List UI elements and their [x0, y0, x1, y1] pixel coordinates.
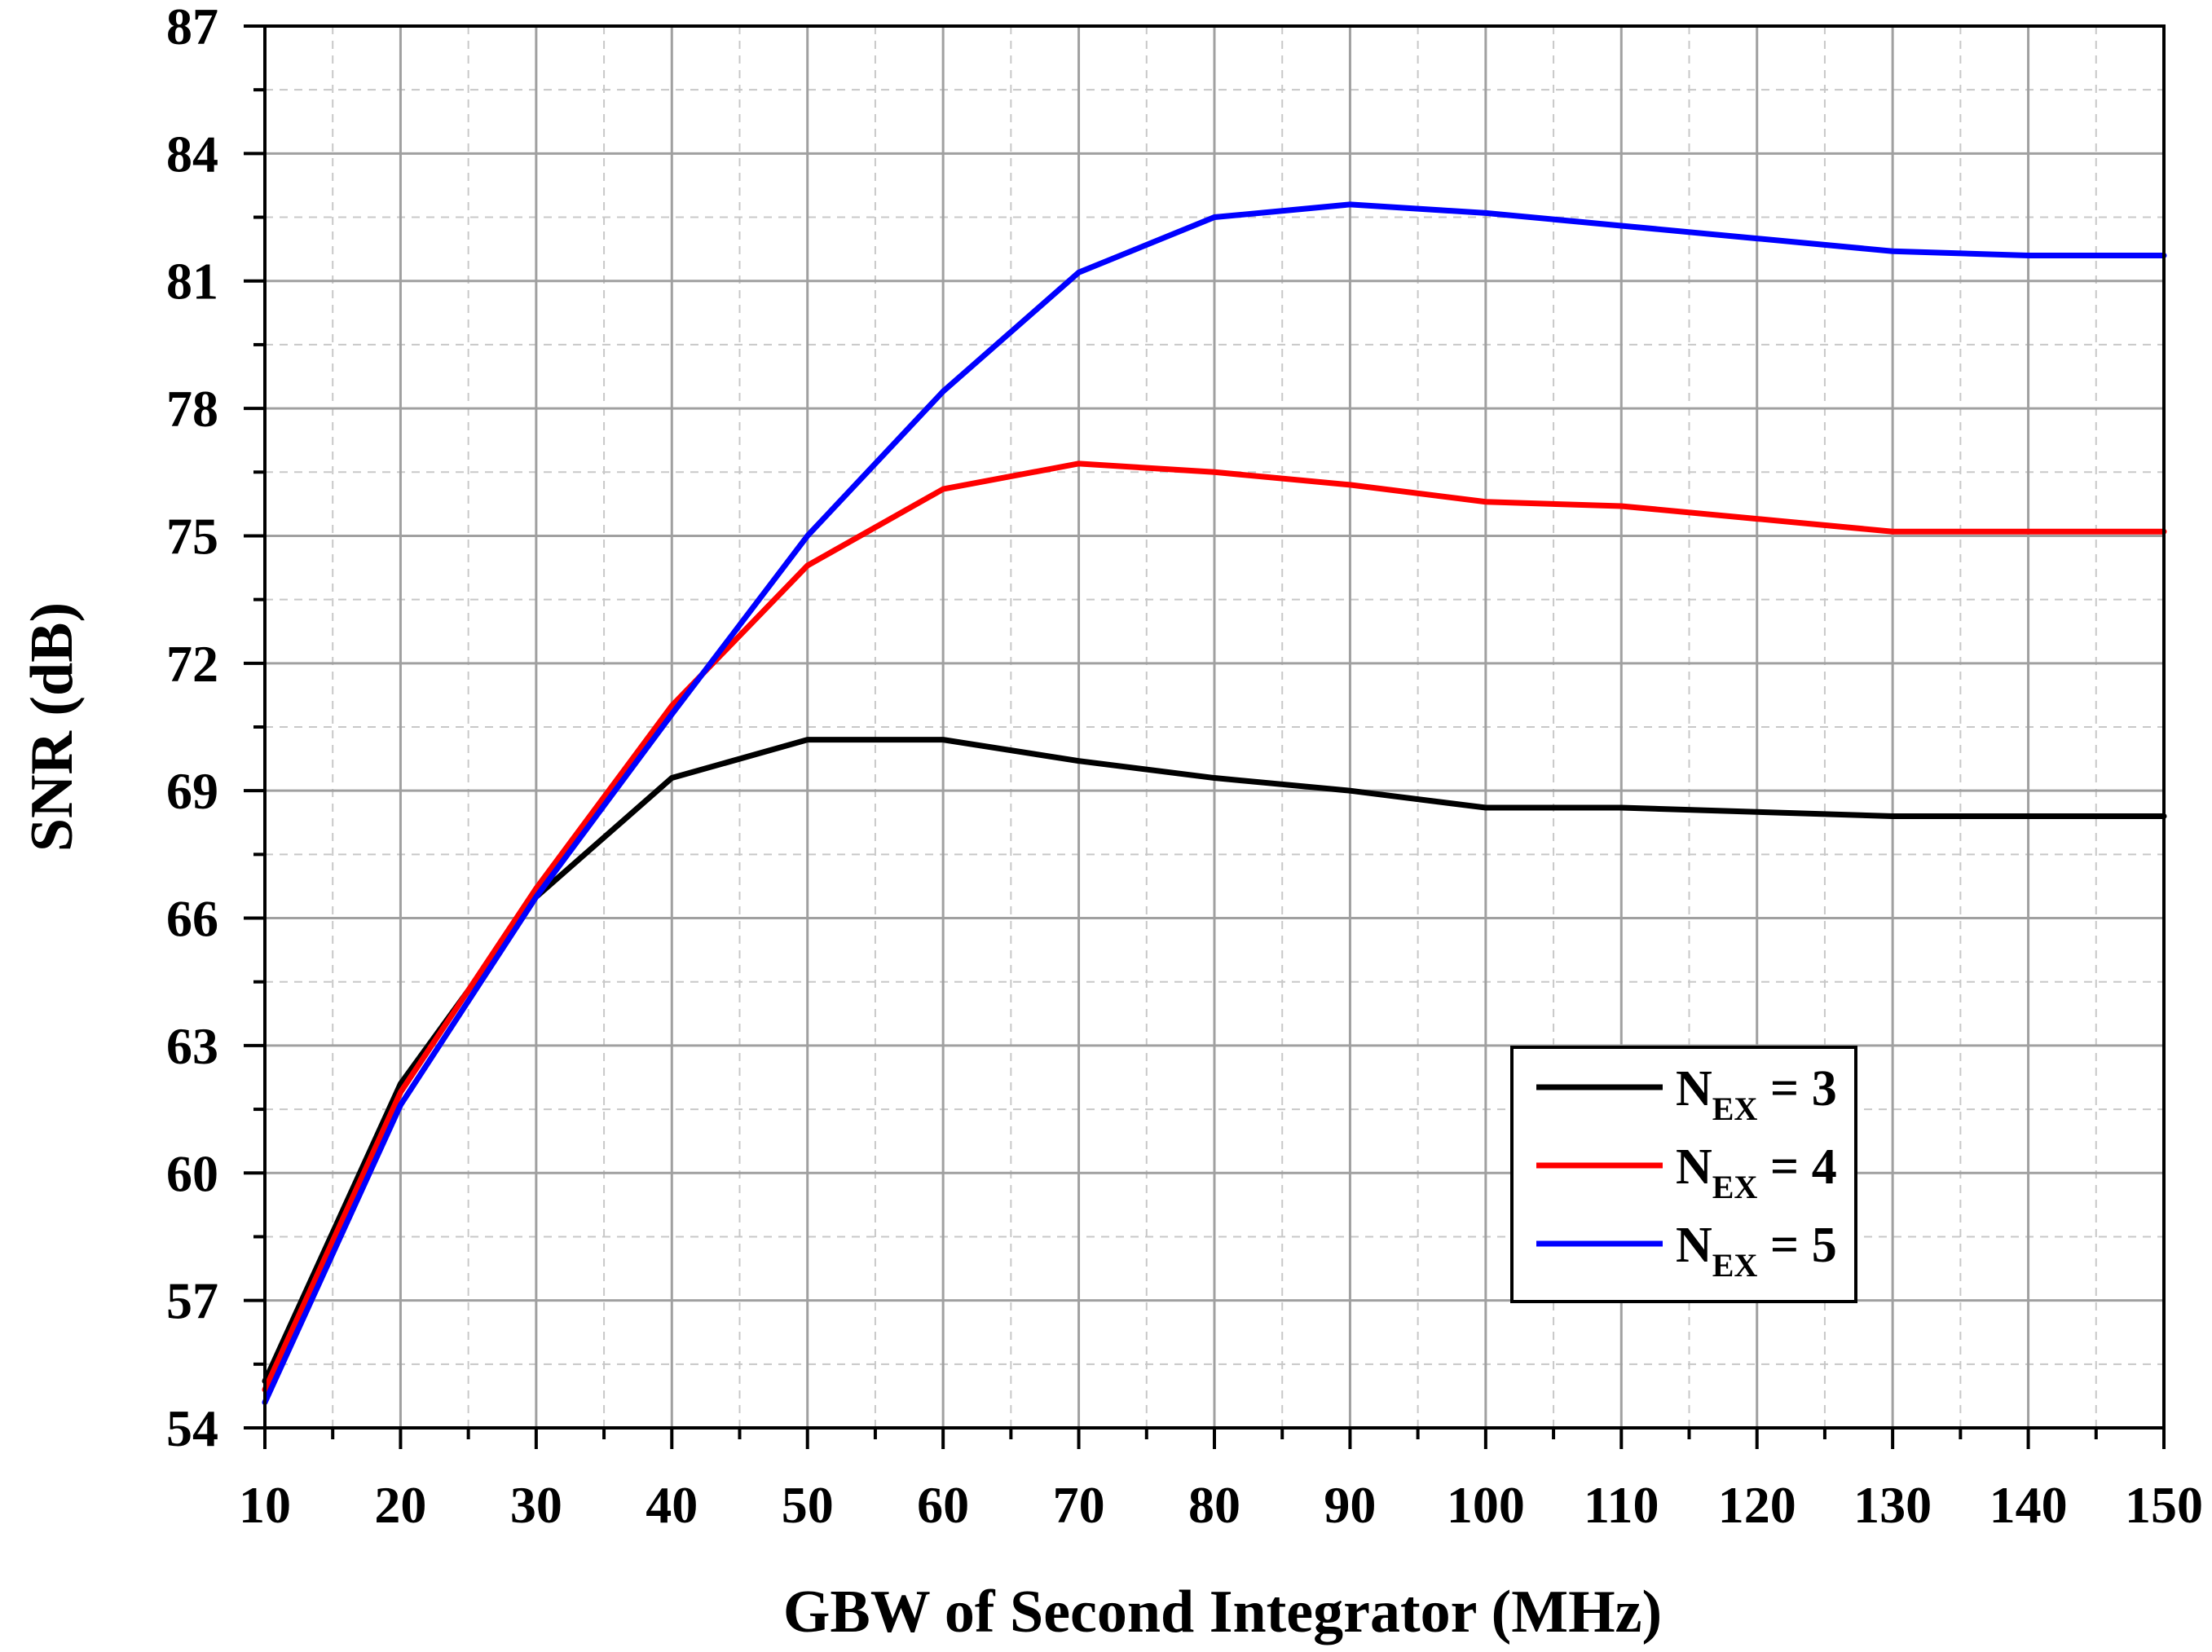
- x-tick-labels: 10 20 30 40 50 60 70 80 90 100 110 120 130 140 150: [239, 1476, 2203, 1534]
- y-tick-label: 66: [166, 890, 218, 948]
- x-tick-label: 120: [1718, 1476, 1796, 1534]
- legend-label-2: NEX = 4: [1676, 1139, 1837, 1205]
- y-tick-label: 75: [166, 507, 218, 565]
- y-tick-label: 54: [166, 1399, 218, 1457]
- series-line-1: [262, 737, 2167, 1385]
- y-tick-labels: 54 57 60 63 66 69 72 75 78 81 84 87: [166, 0, 218, 1457]
- legend: NEX = 3 NEX = 4 NEX = 5: [1510, 1046, 1857, 1303]
- x-tick-label: 40: [646, 1476, 698, 1534]
- x-tick-label: 100: [1447, 1476, 1525, 1534]
- series-line-2: [262, 460, 2167, 1393]
- x-tick-label: 20: [374, 1476, 426, 1534]
- y-tick-label: 60: [166, 1144, 218, 1202]
- y-tick-label: 81: [166, 253, 218, 311]
- x-tick-label: 90: [1324, 1476, 1376, 1534]
- y-axis-title: SNR (dB): [19, 602, 86, 852]
- plot-lines: [262, 201, 2167, 1406]
- legend-label-3: NEX = 5: [1676, 1218, 1837, 1284]
- x-tick-label: 130: [1853, 1476, 1932, 1534]
- x-axis-title: GBW of Second Integrator (MHz): [783, 1579, 1662, 1645]
- x-tick-label: 110: [1584, 1476, 1659, 1534]
- y-tick-label: 69: [166, 762, 218, 820]
- y-tick-label: 63: [166, 1017, 218, 1075]
- series-line-3: [262, 201, 2167, 1406]
- x-tick-label: 10: [239, 1476, 291, 1534]
- y-tick-label: 84: [166, 125, 218, 183]
- x-tick-label: 70: [1053, 1476, 1105, 1534]
- x-tick-label: 80: [1188, 1476, 1240, 1534]
- y-tick-label: 72: [166, 635, 218, 693]
- x-tick-label: 50: [782, 1476, 834, 1534]
- x-tick-label: 30: [510, 1476, 562, 1534]
- x-tick-label: 140: [1989, 1476, 2068, 1534]
- y-tick-label: 87: [166, 0, 218, 55]
- x-tick-label: 60: [917, 1476, 969, 1534]
- axis-ticks: [244, 24, 2166, 1449]
- y-tick-label: 78: [166, 380, 218, 438]
- x-tick-label: 150: [2125, 1476, 2203, 1534]
- y-tick-label: 57: [166, 1272, 218, 1330]
- legend-label-1: NEX = 3: [1676, 1061, 1837, 1127]
